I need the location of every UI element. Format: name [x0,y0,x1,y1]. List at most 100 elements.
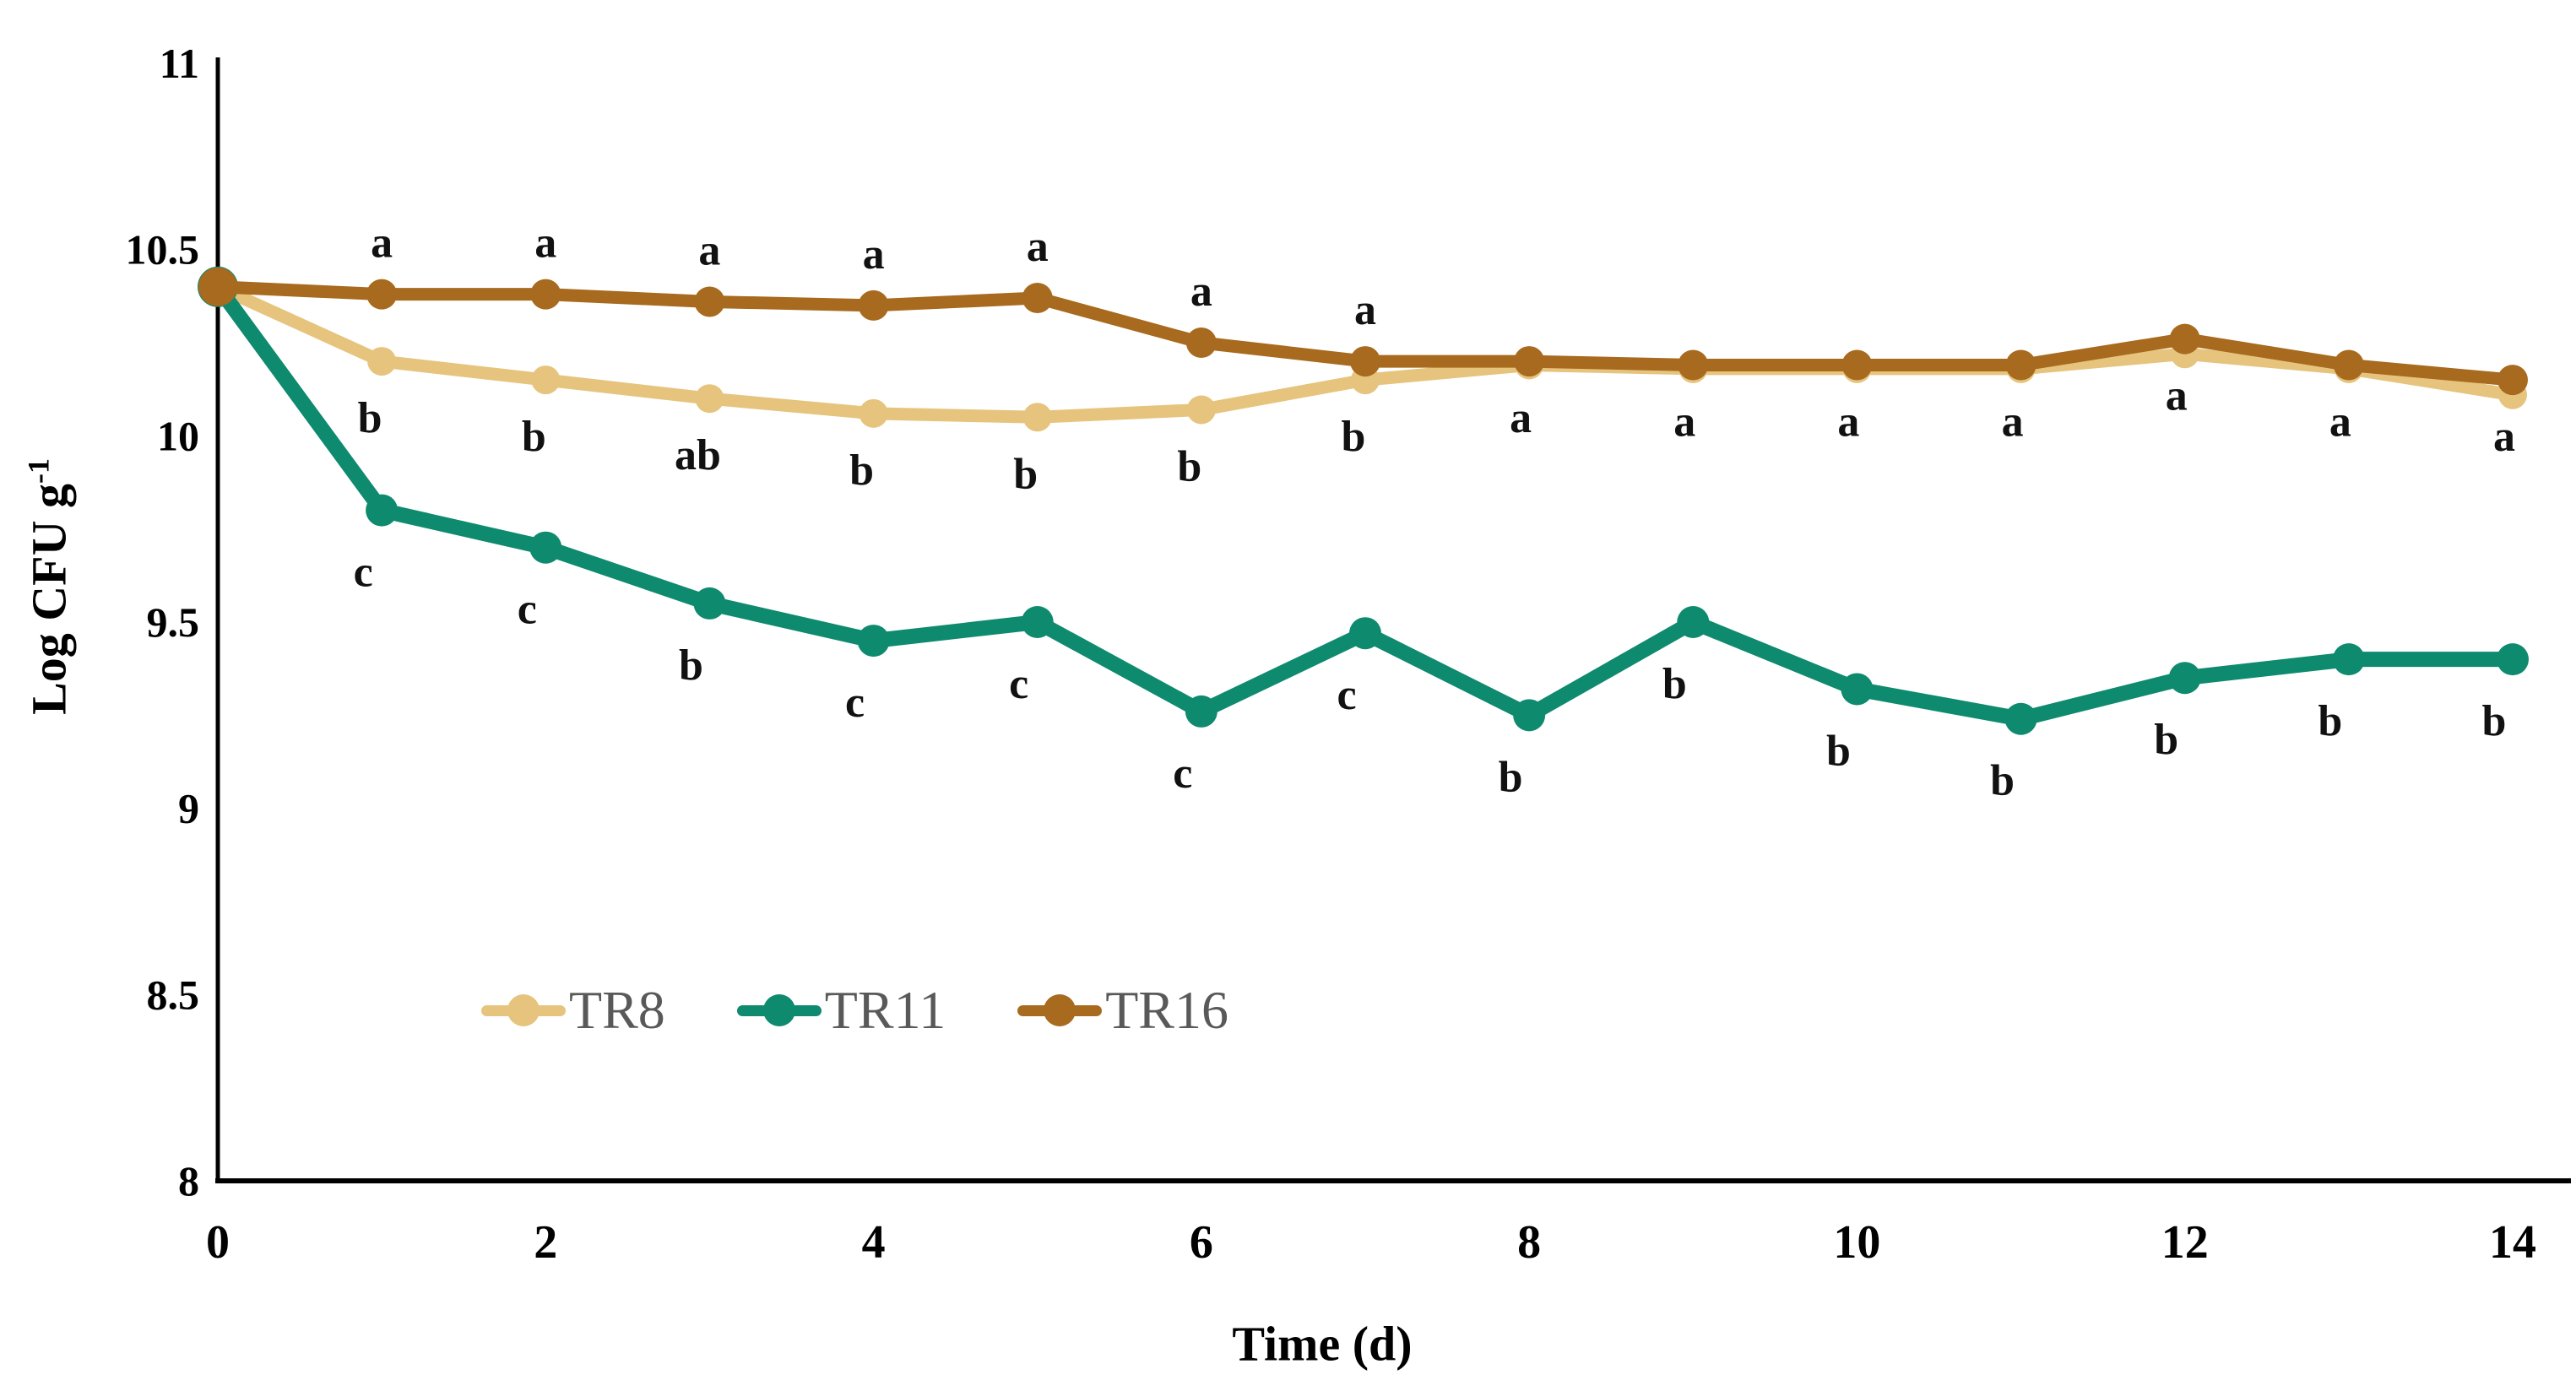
data-point-TR16-day3 [694,286,725,317]
x-tick-label: 2 [534,1216,557,1269]
y-tick-label: 10 [157,412,199,459]
legend-label-TR16: TR16 [1105,980,1228,1040]
data-point-TR16-day2 [530,279,561,310]
data-point-TR16-day5 [1022,283,1053,314]
data-point-TR11-day13 [2332,643,2365,676]
y-tick-label: 9 [178,785,199,832]
data-point-TR11-day14 [2497,643,2529,676]
legend-label-TR8: TR8 [569,980,665,1040]
sig-letter-TR11-day10: b [1826,727,1851,775]
sig-letter-TR16-day3: a [698,226,720,274]
sig-letter-TR8-day3: ab [675,431,721,479]
x-tick-label: 10 [1833,1216,1880,1269]
sig-letter-TR11-day3: b [679,641,703,690]
legend-marker-TR16 [1017,994,1103,1026]
legend-item-TR8: TR8 [481,983,665,1037]
sig-letter-TR11-day6: c [1173,750,1192,798]
x-tick-label: 14 [2489,1216,2536,1269]
data-point-TR11-day9 [1677,606,1710,638]
y-tick-label: 11 [160,40,199,87]
legend-marker-dot-TR11 [762,994,795,1026]
y-axis-title: Log CFU g-1 [20,458,77,715]
y-axis-title-sup: -1 [21,458,56,484]
legend-marker-dot-TR8 [507,994,540,1026]
data-point-TR16-day1 [366,279,398,310]
sig-letter-TR16-day2: a [534,219,556,268]
data-point-TR16-day13 [2333,349,2364,381]
sig-letter-TR8-day7: b [1342,413,1366,461]
data-point-TR16-day6 [1185,327,1217,358]
data-point-TR11-day1 [366,494,399,527]
data-point-TR11-day4 [857,625,890,658]
sig-letter-TR16-day14: a [2493,413,2515,461]
y-tick-label: 9.5 [147,598,200,646]
sig-letter-TR11-day2: c [518,586,537,634]
sig-letter-TR8-day6: b [1177,442,1201,490]
sig-letter-TR16-day1: a [371,219,393,268]
data-point-TR11-day3 [693,587,726,620]
y-tick-label: 8 [178,1157,199,1204]
data-point-TR16-day4 [858,290,889,321]
data-point-TR11-day12 [2168,662,2201,695]
sig-letter-TR16-day5: a [1027,223,1049,271]
sig-letter-TR11-day7: c [1337,671,1356,719]
x-axis-title: Time (d) [1232,1316,1413,1372]
legend-marker-TR11 [736,994,822,1026]
x-tick-label: 4 [862,1216,886,1269]
data-point-TR8-day6 [1186,395,1216,425]
data-point-TR16-day11 [2005,349,2036,381]
sig-letter-TR16-day10: a [1837,398,1859,446]
x-tick-label: 0 [206,1216,230,1269]
sig-letter-TR11-day1: c [354,549,373,597]
sig-letter-TR11-day8: b [1499,753,1523,801]
sig-letter-TR8-day1: b [358,394,382,442]
sig-letter-TR8-day4: b [849,447,874,495]
legend-item-TR16: TR16 [1017,983,1228,1037]
x-tick-label: 6 [1190,1216,1213,1269]
data-point-TR16-day0 [198,267,237,306]
sig-letter-TR16-day13: a [2329,398,2351,446]
data-point-TR16-day9 [1678,349,1709,381]
x-tick-label: 12 [2161,1216,2209,1269]
sig-letter-TR16-day8: a [1510,394,1532,442]
data-point-TR16-day7 [1350,346,1380,377]
legend-label-TR11: TR11 [824,980,946,1040]
data-point-TR8-day2 [531,365,561,395]
sig-letter-TR16-day12: a [2166,372,2188,420]
sig-letter-TR11-day13: b [2318,697,2342,745]
legend-marker-TR8 [481,994,566,1026]
legend-marker-dot-TR16 [1044,994,1076,1026]
chart-legend: TR8 TR11 TR16 [481,983,1228,1037]
data-point-TR11-day8 [1513,699,1546,732]
data-point-TR16-day12 [2169,323,2200,355]
sig-letter-TR11-day5: c [1009,660,1028,708]
sig-letter-TR16-day6: a [1190,268,1212,316]
sig-letter-TR11-day4: c [845,679,865,727]
legend-item-TR11: TR11 [736,980,946,1040]
sig-letter-TR16-day11: a [2002,398,2024,446]
data-point-TR8-day3 [695,384,724,414]
sig-letter-TR8-day2: b [522,413,546,461]
sig-letter-TR16-day7: a [1354,286,1376,334]
sig-letter-TR11-day14: b [2482,697,2507,745]
x-tick-label: 8 [1517,1216,1541,1269]
data-point-TR8-day4 [859,398,888,428]
data-point-TR11-day6 [1185,695,1217,728]
data-point-TR11-day10 [1841,673,1874,706]
sig-letter-TR11-day11: b [1990,757,2015,805]
data-point-TR8-day5 [1022,403,1052,432]
sig-letter-TR8-day5: b [1013,450,1038,498]
data-point-TR11-day11 [2004,702,2037,735]
y-tick-label: 10.5 [126,226,200,273]
sig-letter-TR16-day4: a [863,230,885,279]
data-point-TR16-day8 [1514,346,1545,377]
y-axis-title-text: Log CFU g [21,484,77,715]
data-point-TR16-day10 [1841,349,1873,381]
sig-letter-TR11-day9: b [1662,660,1687,708]
data-point-TR11-day7 [1349,617,1381,650]
y-tick-label: 8.5 [147,971,200,1018]
sig-letter-TR16-day9: a [1673,398,1695,446]
sig-letter-TR11-day12: b [2154,716,2178,764]
